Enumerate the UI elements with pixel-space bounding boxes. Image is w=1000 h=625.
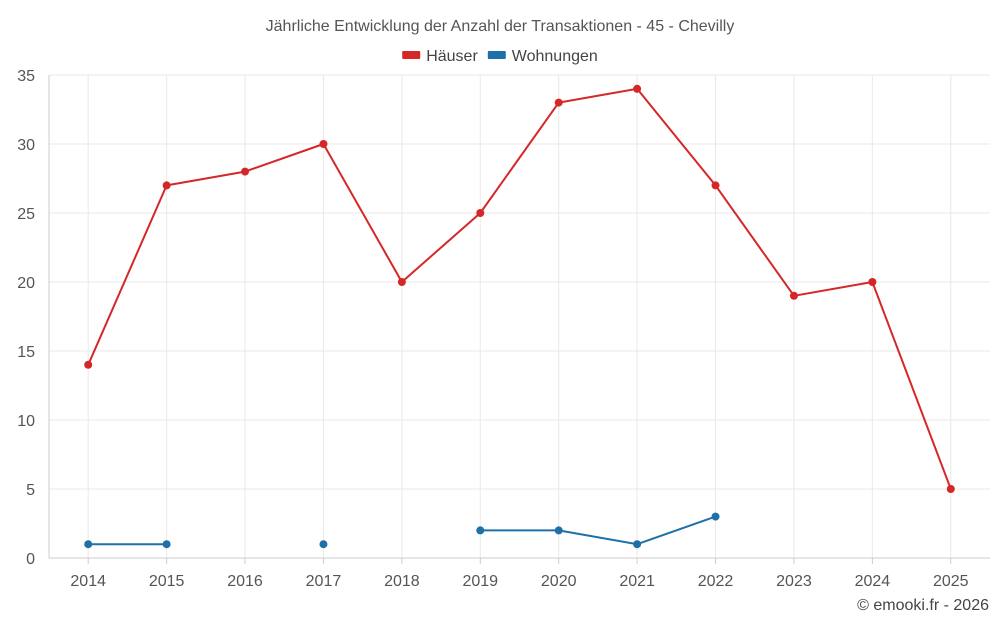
axes [48, 75, 990, 564]
legend-label: Häuser [426, 48, 478, 65]
y-tick-label: 15 [17, 344, 35, 361]
chart-title: Jährliche Entwicklung der Anzahl der Tra… [266, 18, 735, 35]
legend: Häuser Wohnungen [402, 48, 598, 65]
series-line [87, 87, 952, 490]
y-tick-label: 0 [26, 551, 35, 568]
y-tick-label: 25 [17, 206, 35, 223]
x-tick-label: 2020 [541, 573, 577, 590]
y-tick-label: 35 [17, 68, 35, 85]
legend-swatch [402, 51, 421, 59]
series-layer [84, 84, 955, 549]
data-point[interactable] [84, 360, 93, 369]
data-point[interactable] [84, 540, 93, 549]
data-point[interactable] [711, 512, 720, 521]
legend-swatch [487, 51, 506, 59]
credit-text: © emooki.fr - 2026 [857, 597, 989, 614]
series-1 [84, 512, 720, 549]
x-tick-label: 2019 [462, 573, 498, 590]
y-tick-label: 5 [26, 482, 35, 499]
data-point[interactable] [554, 98, 563, 107]
data-point[interactable] [868, 278, 877, 286]
y-tick-label: 20 [17, 275, 35, 292]
x-tick-label: 2024 [855, 573, 891, 590]
series-0 [84, 84, 955, 493]
data-point[interactable] [319, 140, 328, 148]
series-line [480, 515, 716, 546]
y-tick-label: 30 [17, 137, 35, 154]
data-point[interactable] [946, 485, 955, 493]
y-tick-label: 10 [17, 413, 35, 430]
legend-item[interactable]: Häuser [402, 48, 478, 65]
data-point[interactable] [476, 526, 485, 535]
x-tick-label: 2014 [70, 573, 106, 590]
data-point[interactable] [554, 526, 563, 535]
y-axis-ticks: 0 5 10 15 20 25 30 35 [17, 68, 35, 568]
x-axis-ticks: 2014 2015 2016 2017 2018 2019 2020 2021 2022 2023… [70, 573, 968, 590]
data-point[interactable] [633, 84, 642, 93]
legend-label: Wohnungen [512, 48, 598, 65]
x-tick-label: 2016 [227, 573, 263, 590]
x-tick-label: 2023 [776, 573, 812, 590]
x-tick-label: 2018 [384, 573, 420, 590]
data-point[interactable] [162, 181, 171, 190]
x-tick-label: 2022 [698, 573, 734, 590]
data-point[interactable] [319, 540, 328, 549]
grid [49, 74, 990, 558]
x-tick-label: 2017 [306, 573, 342, 590]
x-tick-label: 2025 [933, 573, 969, 590]
x-tick-label: 2021 [619, 573, 655, 590]
data-point[interactable] [241, 167, 250, 176]
data-point[interactable] [397, 278, 406, 286]
data-point[interactable] [789, 291, 798, 300]
x-tick-label: 2015 [149, 573, 185, 590]
data-point[interactable] [711, 181, 720, 190]
data-point[interactable] [162, 540, 171, 549]
data-point[interactable] [633, 540, 642, 549]
legend-item[interactable]: Wohnungen [487, 48, 598, 65]
data-point[interactable] [476, 209, 485, 217]
